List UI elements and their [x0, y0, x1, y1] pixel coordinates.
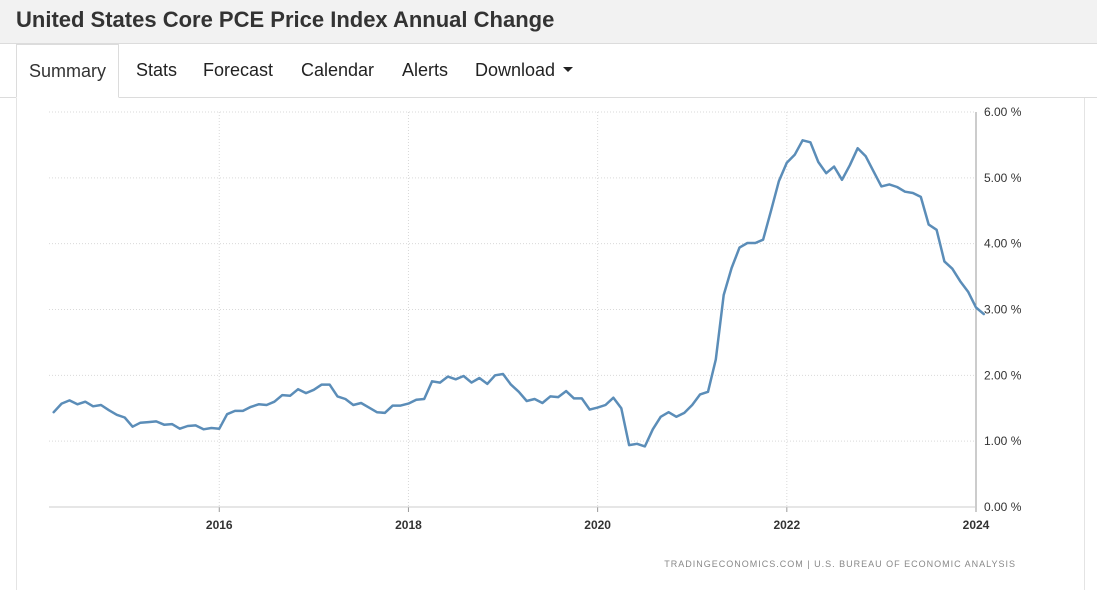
x-tick-label: 2018	[395, 518, 422, 532]
y-tick-label: 4.00 %	[984, 237, 1022, 251]
series-line	[52, 139, 986, 448]
x-tick-label: 2022	[773, 518, 800, 532]
tab-forecast[interactable]: Forecast	[203, 60, 274, 80]
y-tick-label: 0.00 %	[984, 500, 1022, 514]
tab-alerts[interactable]: Alerts	[402, 60, 449, 80]
chart-credit: TRADINGECONOMICS.COM | U.S. BUREAU OF EC…	[664, 559, 1016, 569]
x-tick-label: 2024	[963, 518, 990, 532]
y-tick-label: 5.00 %	[984, 171, 1022, 185]
x-tick-label: 2016	[206, 518, 233, 532]
y-tick-label: 2.00 %	[984, 368, 1022, 382]
x-tick-label: 2020	[584, 518, 611, 532]
page-title: United States Core PCE Price Index Annua…	[16, 7, 555, 32]
chart-container	[16, 98, 1085, 590]
y-tick-label: 6.00 %	[984, 105, 1022, 119]
tab-calendar[interactable]: Calendar	[301, 60, 375, 80]
y-tick-label: 1.00 %	[984, 434, 1022, 448]
caret-down-icon	[563, 66, 574, 72]
page-header: United States Core PCE Price Index Annua…	[0, 0, 1097, 44]
tab-download[interactable]: Download	[475, 44, 574, 98]
tab-summary[interactable]: Summary	[16, 44, 120, 98]
tab-stats[interactable]: Stats	[136, 60, 178, 80]
tab-bar: Summary Stats Forecast Calendar Alerts D…	[0, 44, 1097, 98]
tab-download-label: Download	[475, 60, 556, 80]
y-tick-label: 3.00 %	[984, 303, 1022, 317]
